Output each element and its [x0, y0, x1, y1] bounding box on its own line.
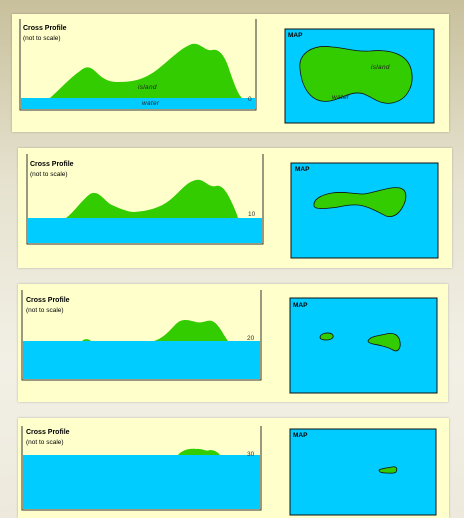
- map-island-east: [367, 333, 401, 352]
- profile-island: [50, 43, 242, 98]
- map-water-label: water: [332, 94, 350, 101]
- profile-water: [28, 218, 262, 243]
- sea-level-number: 10: [248, 211, 256, 218]
- profile-island: [66, 179, 238, 218]
- map-frame: [290, 162, 439, 259]
- profile-island-small: [82, 339, 91, 341]
- panel-sea-level-10: Cross Profile (not to scale) 10 MAP: [18, 148, 452, 268]
- panel-1-graphics: [19, 19, 435, 124]
- map-frame: [289, 297, 438, 394]
- profile-axes: [19, 19, 257, 111]
- profile-title: Cross Profile: [26, 429, 70, 436]
- map-frame: [289, 428, 437, 516]
- map-label: MAP: [288, 32, 303, 39]
- map-label: MAP: [293, 302, 308, 309]
- profile-water: [23, 455, 260, 509]
- map-island: [378, 466, 398, 474]
- profile-title: Cross Profile: [26, 297, 70, 304]
- island-label: island: [138, 84, 157, 91]
- panel-sea-level-20: Cross Profile (not to scale) 20 MAP: [18, 284, 448, 402]
- sea-level-number: 0: [248, 96, 252, 103]
- profile-island: [178, 448, 220, 455]
- profile-subtitle: (not to scale): [30, 171, 68, 178]
- panel-3-graphics: [21, 290, 438, 394]
- panel-sea-level-0: Cross Profile (not to scale) island wate…: [12, 14, 449, 132]
- profile-water: [21, 98, 255, 109]
- profile-axes: [26, 154, 264, 245]
- profile-axes: [21, 290, 262, 381]
- profile-title: Cross Profile: [30, 161, 74, 168]
- water-label: water: [142, 100, 160, 107]
- map-island: [313, 187, 407, 217]
- map-label: MAP: [293, 432, 308, 439]
- panel-4-graphics: [21, 426, 437, 516]
- panel-2-graphics: [26, 154, 439, 259]
- sea-level-number: 30: [247, 451, 255, 458]
- profile-axes: [21, 426, 262, 511]
- panel-sea-level-30: Cross Profile (not to scale) 30 MAP: [18, 418, 449, 518]
- map-island: [299, 46, 413, 104]
- profile-subtitle: (not to scale): [23, 35, 61, 42]
- profile-water: [23, 341, 260, 379]
- profile-subtitle: (not to scale): [26, 307, 64, 314]
- map-island-west: [319, 332, 334, 341]
- map-label: MAP: [295, 166, 310, 173]
- map-island-label: island: [371, 64, 390, 71]
- profile-island: [154, 320, 228, 341]
- profile-subtitle: (not to scale): [26, 439, 64, 446]
- sea-level-number: 20: [247, 335, 255, 342]
- profile-title: Cross Profile: [23, 25, 67, 32]
